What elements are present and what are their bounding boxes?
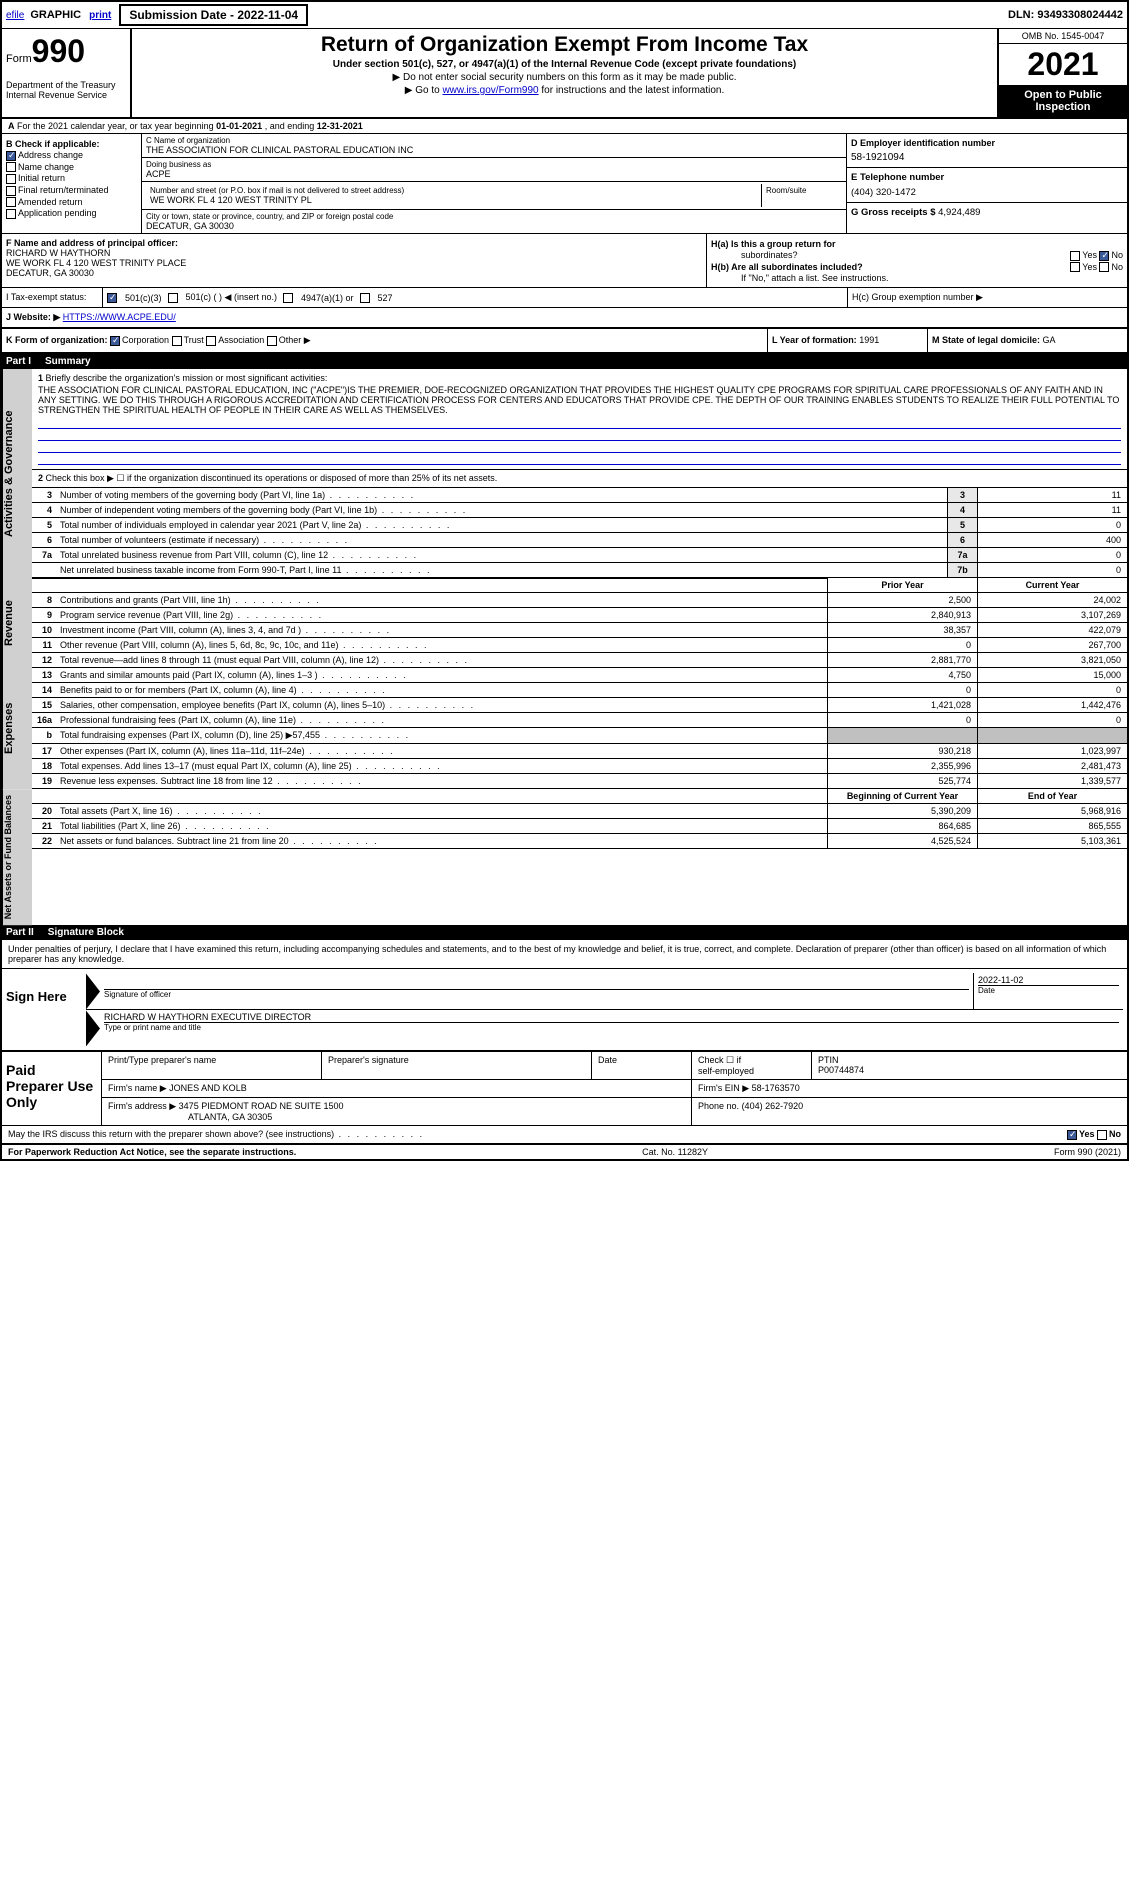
sign-arrow-icon	[86, 973, 100, 1009]
chk-other[interactable]	[267, 336, 277, 346]
block-f: F Name and address of principal officer:…	[2, 234, 707, 287]
vtab-governance: Activities & Governance	[2, 369, 32, 578]
vtab-expenses: Expenses	[2, 668, 32, 789]
chk-name[interactable]	[6, 162, 16, 172]
irs-link[interactable]: www.irs.gov/Form990	[442, 85, 538, 96]
form-title: Return of Organization Exempt From Incom…	[138, 33, 991, 57]
chk-501c3[interactable]	[107, 293, 117, 303]
sign-arrow-icon	[86, 1010, 100, 1046]
discuss-row: May the IRS discuss this return with the…	[2, 1126, 1127, 1144]
block-k: K Form of organization: Corporation Trus…	[2, 329, 767, 352]
chk-amended[interactable]	[6, 197, 16, 207]
dln: DLN: 93493308024442	[1008, 9, 1123, 21]
chk-ha-no[interactable]	[1099, 251, 1109, 261]
mission-block: 1 Briefly describe the organization's mi…	[32, 369, 1127, 470]
form-sub2: ▶ Do not enter social security numbers o…	[138, 72, 991, 83]
chk-hb-yes[interactable]	[1070, 262, 1080, 272]
form-subtitle: Under section 501(c), 527, or 4947(a)(1)…	[138, 59, 991, 70]
chk-527[interactable]	[360, 293, 370, 303]
form-header: Form990 Department of the Treasury Inter…	[2, 29, 1127, 119]
chk-discuss-yes[interactable]	[1067, 1130, 1077, 1140]
summary-line: 22Net assets or fund balances. Subtract …	[32, 834, 1127, 849]
chk-assoc[interactable]	[206, 336, 216, 346]
vtab-net: Net Assets or Fund Balances	[2, 789, 32, 925]
summary-line: 21Total liabilities (Part X, line 26)864…	[32, 819, 1127, 834]
summary-line: Net unrelated business taxable income fr…	[32, 563, 1127, 578]
summary-line: 4Number of independent voting members of…	[32, 503, 1127, 518]
chk-address[interactable]	[6, 151, 16, 161]
chk-4947[interactable]	[283, 293, 293, 303]
summary-line: 9Program service revenue (Part VIII, lin…	[32, 608, 1127, 623]
row-a: A For the 2021 calendar year, or tax yea…	[2, 119, 1127, 134]
summary-line: 11Other revenue (Part VIII, column (A), …	[32, 638, 1127, 653]
summary-line: 8Contributions and grants (Part VIII, li…	[32, 593, 1127, 608]
summary-line: 5Total number of individuals employed in…	[32, 518, 1127, 533]
chk-501c[interactable]	[168, 293, 178, 303]
summary-line: 20Total assets (Part X, line 16)5,390,20…	[32, 804, 1127, 819]
summary-line: 18Total expenses. Add lines 13–17 (must …	[32, 759, 1127, 774]
block-l: L Year of formation: 1991	[767, 329, 927, 352]
form-number: 990	[32, 33, 85, 69]
chk-discuss-no[interactable]	[1097, 1130, 1107, 1140]
chk-corp[interactable]	[110, 336, 120, 346]
summary-line: 3Number of voting members of the governi…	[32, 488, 1127, 503]
form-sub3: ▶ Go to www.irs.gov/Form990 for instruct…	[138, 85, 991, 96]
row-i-label: I Tax-exempt status:	[2, 288, 102, 307]
row-i-opts: 501(c)(3) 501(c) ( ) ◀ (insert no.) 4947…	[102, 288, 847, 307]
form-label: Form	[6, 53, 32, 65]
block-hc: H(c) Group exemption number ▶	[847, 288, 1127, 307]
chk-trust[interactable]	[172, 336, 182, 346]
part2-header: Part IISignature Block	[2, 925, 1127, 940]
tax-year: 2021	[999, 44, 1127, 85]
summary-line: 15Salaries, other compensation, employee…	[32, 698, 1127, 713]
submission-date-box: Submission Date - 2022-11-04	[119, 4, 308, 26]
dept-label: Department of the Treasury Internal Reve…	[6, 80, 126, 100]
summary-line: 6Total number of volunteers (estimate if…	[32, 533, 1127, 548]
block-h: H(a) Is this a group return for subordin…	[707, 234, 1127, 287]
summary-line: 12Total revenue—add lines 8 through 11 (…	[32, 653, 1127, 668]
line-2: 2 Check this box ▶ ☐ if the organization…	[32, 470, 1127, 488]
summary-line: 19Revenue less expenses. Subtract line 1…	[32, 774, 1127, 789]
chk-ha-yes[interactable]	[1070, 251, 1080, 261]
graphic-lbl: GRAPHIC	[30, 9, 81, 21]
vtab-revenue: Revenue	[2, 578, 32, 668]
summary-line: 10Investment income (Part VIII, column (…	[32, 623, 1127, 638]
penalty-text: Under penalties of perjury, I declare th…	[2, 940, 1127, 969]
summary-line: 13Grants and similar amounts paid (Part …	[32, 668, 1127, 683]
summary-line: bTotal fundraising expenses (Part IX, co…	[32, 728, 1127, 744]
block-b: B Check if applicable: Address change Na…	[2, 134, 142, 233]
part1-header: Part ISummary	[2, 354, 1127, 369]
col-headers-net: Beginning of Current Year End of Year	[32, 789, 1127, 804]
website-link[interactable]: HTTPS://WWW.ACPE.EDU/	[63, 312, 176, 322]
block-c: C Name of organization THE ASSOCIATION F…	[142, 134, 847, 233]
open-public: Open to Public Inspection	[999, 85, 1127, 117]
block-m: M State of legal domicile: GA	[927, 329, 1127, 352]
summary-line: 14Benefits paid to or for members (Part …	[32, 683, 1127, 698]
chk-initial[interactable]	[6, 174, 16, 184]
summary-line: 16aProfessional fundraising fees (Part I…	[32, 713, 1127, 728]
col-headers-rev: Prior Year Current Year	[32, 578, 1127, 593]
efile-link[interactable]: efile	[6, 10, 24, 21]
footer: For Paperwork Reduction Act Notice, see …	[2, 1144, 1127, 1159]
omb: OMB No. 1545-0047	[999, 29, 1127, 44]
row-j: J Website: ▶ HTTPS://WWW.ACPE.EDU/	[2, 308, 180, 327]
top-bar: efile GRAPHIC print Submission Date - 20…	[2, 2, 1127, 29]
print-link[interactable]: print	[89, 10, 111, 21]
chk-hb-no[interactable]	[1099, 262, 1109, 272]
sign-here: Sign Here Signature of officer 2022-11-0…	[2, 969, 1127, 1052]
summary-line: 7aTotal unrelated business revenue from …	[32, 548, 1127, 563]
block-de: D Employer identification number 58-1921…	[847, 134, 1127, 233]
summary-line: 17Other expenses (Part IX, column (A), l…	[32, 744, 1127, 759]
chk-pending[interactable]	[6, 209, 16, 219]
chk-final[interactable]	[6, 186, 16, 196]
paid-preparer: Paid Preparer Use Only Print/Type prepar…	[2, 1052, 1127, 1126]
